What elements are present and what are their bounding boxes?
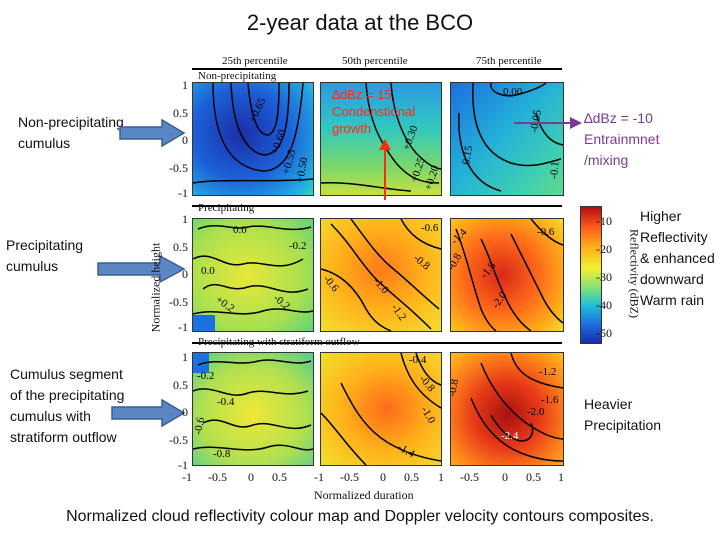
y-tick: -0.5 <box>169 161 188 175</box>
y-tick: -1 <box>178 186 188 200</box>
x-ticks-col3: -0.5 0 0.5 1 <box>446 470 576 486</box>
heatmap-panel-r1c2: +0.30 +0.25 +0.20 <box>320 82 442 196</box>
contour-label: -0.05 <box>528 108 544 133</box>
x-tick: 0.5 <box>404 470 419 484</box>
x-tick: 0 <box>502 470 508 484</box>
contour-label: -0.1 <box>548 161 561 179</box>
contour-label: -0.2 <box>197 370 214 382</box>
figure-caption: Normalized cloud reflectivity colour map… <box>66 508 654 525</box>
heatmap-panel-r2c2: -0.6 -0.8 -1.0 -0.6 -1.2 <box>320 218 442 332</box>
panel-title-non-precipitating: Non-precipitating <box>198 70 277 82</box>
colorbar-tick: -30 <box>596 270 612 284</box>
x-tick: 0.5 <box>272 470 287 484</box>
contour-label: -1.2 <box>539 366 556 378</box>
contour-label: -0.4 <box>409 354 427 366</box>
contour-label: -0.8 <box>451 378 461 398</box>
y-axis-label: Normalized height <box>148 242 163 333</box>
column-header-75: 75th percentile <box>476 55 542 67</box>
arrow-right-icon <box>514 117 582 129</box>
x-tick: -0.5 <box>340 470 359 484</box>
heatmap-panel-r1c1: +0.65 +0.60 +0.55 +0.50 <box>192 82 314 196</box>
x-tick: 0 <box>380 470 386 484</box>
arrow-right-icon <box>119 118 186 148</box>
x-tick: 0 <box>248 470 254 484</box>
separator <box>192 68 562 70</box>
annotation-condensational-growth: ∆dBz = 15 Condenstional growth <box>332 87 416 136</box>
y-tick: -0.5 <box>169 295 188 309</box>
x-ticks-col1: -1 -0.5 0 0.5 <box>180 470 320 486</box>
x-tick: 1 <box>438 470 444 484</box>
contour-label: +0.50 <box>294 156 310 184</box>
contour-label: -0.6 <box>537 226 555 238</box>
contour-label: -0.6 <box>421 222 439 234</box>
column-header-25: 25th percentile <box>222 55 288 67</box>
separator <box>192 205 562 207</box>
arrow-right-icon <box>111 398 186 428</box>
y-tick: -1 <box>178 320 188 334</box>
colorbar-tick: -20 <box>596 242 612 256</box>
y-tick: 1 <box>182 350 188 364</box>
y-tick: 1 <box>182 212 188 226</box>
contour-label: 0.15 <box>460 144 475 166</box>
contour-label: -0.6 <box>193 416 207 436</box>
row-label-stratiform: Cumulus segment of the precipitating cum… <box>10 366 125 445</box>
contour-label: -1.6 <box>541 394 559 406</box>
annotation-heavier-precipitation: Heavier Precipitation <box>584 396 662 433</box>
y-tick: 0 <box>182 405 188 419</box>
contour-label: -0.2 <box>289 240 306 252</box>
x-tick: 0.5 <box>526 470 541 484</box>
x-tick: -0.5 <box>208 470 227 484</box>
heatmap-panel-r2c3: -1.4 -1.8 -2.0 -0.6 -0.8 <box>450 218 564 332</box>
y-ticks-row2: 1 0.5 0 -0.5 -1 <box>166 212 190 334</box>
column-header-50: 50th percentile <box>342 55 408 67</box>
heatmap-panel-r2c1: 0.0 -0.2 0.0 +0.2 -0.2 <box>192 218 314 332</box>
y-tick: 0.5 <box>173 378 188 392</box>
colorbar <box>580 206 602 344</box>
row-label-precipitating: Precipitating cumulus <box>6 237 84 274</box>
y-tick: 0.5 <box>173 106 188 120</box>
y-tick: -0.5 <box>169 433 188 447</box>
annotation-entrainment: ∆dBz = -10 Entrainmnet /mixing <box>584 110 660 168</box>
page-title: 2-year data at the BCO <box>246 10 474 35</box>
y-ticks-row1: 1 0.5 0 -0.5 -1 <box>166 78 190 200</box>
annotation-higher-reflectivity: Higher Reflectivity & enhanced downward … <box>640 208 715 308</box>
x-tick: 1 <box>558 470 564 484</box>
x-tick: -1 <box>314 470 324 484</box>
y-tick: -1 <box>178 458 188 472</box>
contour-label: -0.8 <box>213 448 231 460</box>
x-tick: -1 <box>182 470 192 484</box>
colorbar-tick: -50 <box>596 326 612 340</box>
y-tick: 0.5 <box>173 240 188 254</box>
arrow-right-icon <box>97 254 186 284</box>
heatmap-panel-r3c1: -0.2 -0.4 -0.6 -0.8 <box>192 352 314 466</box>
heatmap-panel-r3c2: -0.4 -0.8 -1.4 -1.0 <box>320 352 442 466</box>
colorbar-tick: -40 <box>596 298 612 312</box>
separator <box>192 342 562 344</box>
y-tick: 0 <box>182 133 188 147</box>
contour-label: 0.0 <box>201 265 215 277</box>
x-ticks-col2: -1 -0.5 0 0.5 1 <box>312 470 452 486</box>
x-tick: -0.5 <box>460 470 479 484</box>
y-ticks-row3: 1 0.5 0 -0.5 -1 <box>166 350 190 472</box>
heatmap-panel-r1c3: 0.00 -0.05 0.15 -0.1 <box>450 82 564 196</box>
panel-title-precipitating: Precipitating <box>198 202 255 214</box>
contour-label: -2.4 <box>501 430 519 442</box>
heatmap-panel-r3c3: -1.2 -1.6 -2.0 -2.4 -0.8 <box>450 352 564 466</box>
colorbar-tick: -10 <box>596 214 612 228</box>
row-label-non-precipitating: Non-precipitating cumulus <box>18 114 124 151</box>
contour-label: 0.00 <box>503 86 523 98</box>
contour-label: -2.0 <box>527 406 545 418</box>
x-axis-label: Normalized duration <box>314 488 414 502</box>
contour-label: -0.4 <box>217 396 235 408</box>
y-tick: 0 <box>182 267 188 281</box>
y-tick: 1 <box>182 78 188 92</box>
panel-title-stratiform: Precipitating with stratiform outflow <box>198 336 360 348</box>
contour-label: 0.0 <box>233 224 247 236</box>
arrow-up-icon <box>379 139 391 200</box>
